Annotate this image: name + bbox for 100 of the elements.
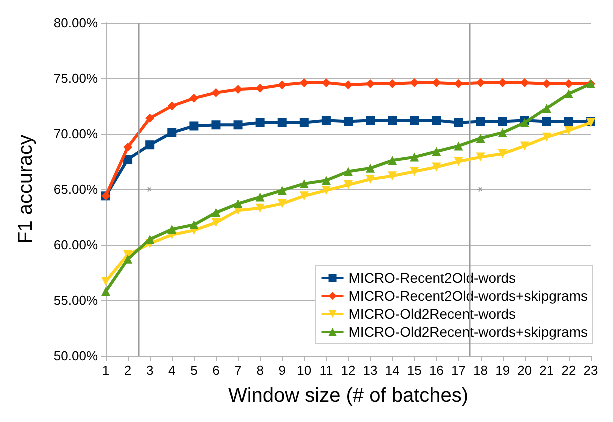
point — [256, 192, 265, 202]
point — [256, 204, 265, 213]
point — [256, 84, 265, 93]
point — [124, 142, 133, 152]
point — [344, 180, 353, 190]
x-tick-label: 21 — [540, 363, 554, 378]
point — [366, 164, 376, 173]
point — [212, 218, 221, 228]
x-tick-label: 5 — [190, 363, 198, 378]
point — [498, 149, 508, 158]
point — [476, 134, 486, 143]
y-tick-label: 50.00% — [54, 348, 98, 364]
point — [498, 128, 508, 138]
point — [212, 208, 221, 218]
x-tick-label: 17 — [451, 363, 466, 378]
point — [476, 152, 486, 162]
point — [212, 88, 221, 98]
legend-label: MICRO-Recent2Old-words+skipgrams — [348, 288, 588, 304]
x-tick-label: 15 — [407, 363, 422, 378]
point — [564, 90, 574, 99]
point — [102, 287, 110, 296]
x-tick-label: 19 — [496, 363, 510, 378]
point — [300, 179, 309, 188]
point — [278, 118, 287, 128]
point — [432, 147, 442, 156]
point — [168, 224, 177, 234]
point — [564, 126, 574, 136]
point — [542, 104, 552, 113]
x-tick-label: 14 — [385, 363, 400, 378]
x-tick-label: 3 — [146, 363, 154, 378]
point — [454, 118, 464, 128]
point — [432, 162, 442, 172]
point — [520, 142, 530, 151]
legend-label: MICRO-Recent2Old-words — [348, 270, 516, 286]
point — [300, 118, 309, 128]
x-tick-label: 10 — [297, 363, 312, 378]
point — [190, 220, 199, 230]
point — [278, 199, 287, 208]
point — [234, 199, 243, 208]
point — [454, 80, 464, 89]
point — [190, 94, 199, 103]
point — [344, 80, 353, 90]
x-axis-title: Window size (# of batches) — [228, 385, 469, 407]
point — [256, 118, 265, 128]
x-tick-label: 16 — [429, 363, 444, 378]
y-axis-title: F1 accuracy — [15, 135, 37, 244]
x-tick-label: 1 — [102, 363, 110, 378]
y-tick-label: 70.00% — [54, 126, 98, 142]
point — [168, 102, 177, 111]
point — [542, 132, 552, 142]
point — [124, 254, 133, 264]
point — [278, 80, 287, 90]
point — [344, 117, 353, 126]
point — [146, 114, 155, 123]
point — [454, 157, 464, 166]
point — [278, 186, 287, 196]
point — [388, 156, 398, 166]
ref-line-label: * — [474, 186, 490, 192]
x-tick-label: 4 — [168, 363, 176, 378]
y-tick-label: 80.00% — [54, 16, 98, 30]
x-tick-label: 23 — [584, 363, 598, 378]
point — [410, 152, 420, 162]
point — [322, 186, 331, 196]
point — [388, 116, 398, 126]
legend-label: MICRO-Old2Recent-words+skipgrams — [348, 324, 588, 340]
point — [542, 117, 552, 126]
x-tick-label: 22 — [562, 363, 576, 378]
point — [168, 128, 177, 138]
point — [322, 176, 331, 186]
point — [234, 85, 243, 94]
point — [300, 192, 309, 201]
point — [190, 122, 199, 131]
point — [146, 140, 155, 150]
point — [366, 175, 376, 184]
y-tick-label: 75.00% — [54, 71, 98, 86]
point — [322, 116, 331, 126]
point — [344, 167, 353, 176]
point — [102, 277, 110, 286]
point — [410, 167, 420, 176]
point — [498, 117, 508, 126]
legend-label: MICRO-Old2Recent-words — [348, 306, 516, 322]
x-tick-label: 18 — [474, 363, 488, 378]
point — [476, 117, 486, 126]
x-tick-label: 8 — [256, 363, 264, 378]
point — [388, 172, 398, 181]
point — [234, 120, 243, 130]
x-tick-label: 7 — [234, 363, 242, 378]
y-tick-label: 65.00% — [54, 182, 98, 197]
x-tick-label: 11 — [320, 363, 334, 378]
point — [432, 116, 442, 126]
point — [564, 117, 574, 126]
y-tick-label: 55.00% — [54, 293, 98, 308]
x-tick-label: 6 — [212, 363, 220, 378]
point — [212, 120, 221, 130]
x-tick-label: 12 — [341, 363, 356, 378]
x-tick-label: 9 — [278, 363, 286, 378]
point — [410, 116, 420, 126]
ref-line-label: * — [143, 186, 160, 192]
x-tick-label: 2 — [124, 363, 132, 378]
point — [454, 142, 464, 151]
